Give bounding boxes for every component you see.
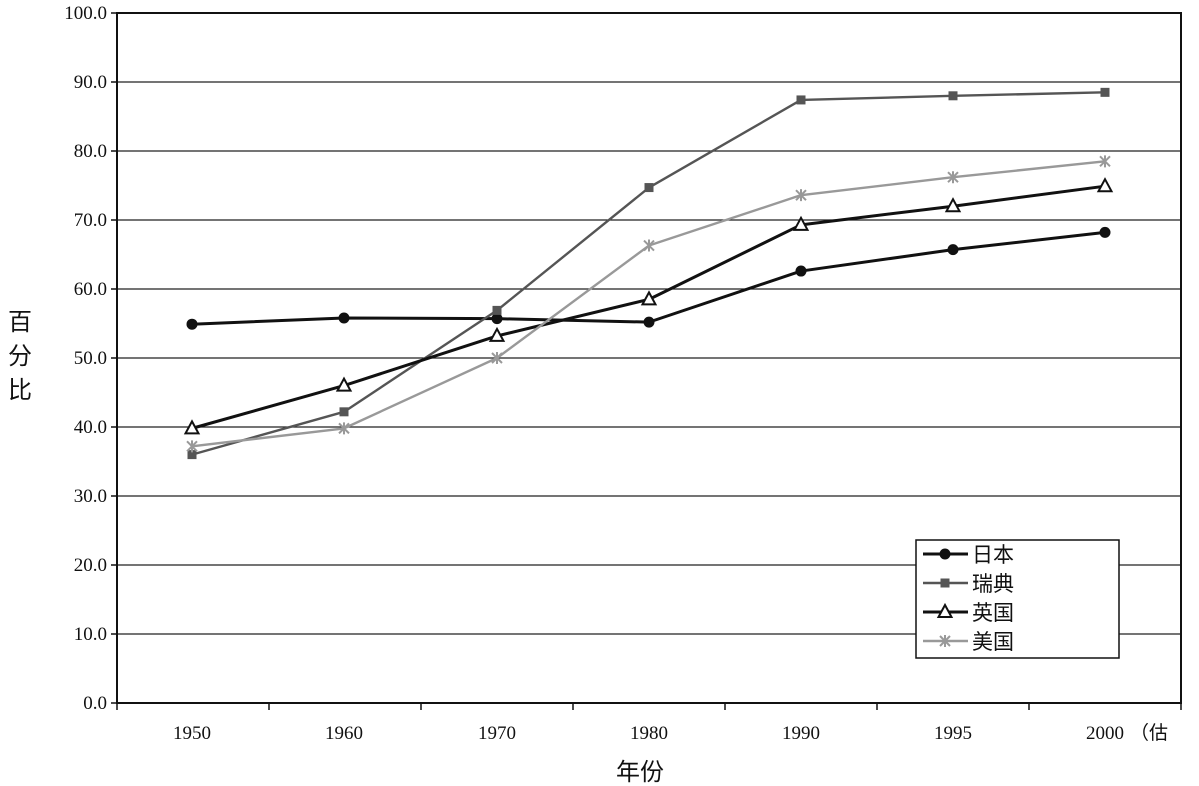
y-tick-label: 100.0 — [64, 3, 107, 24]
legend-label: 日本 — [972, 543, 1014, 567]
data-point — [492, 305, 502, 315]
data-point — [1099, 155, 1111, 168]
data-point — [491, 313, 503, 325]
data-point — [792, 215, 810, 231]
x-tick-label: 1980 — [630, 723, 668, 744]
legend-entry: 美国 — [923, 630, 1014, 654]
data-point — [491, 352, 503, 364]
y-tick-label: 60.0 — [74, 279, 107, 300]
data-point — [186, 440, 198, 453]
data-point — [338, 312, 350, 324]
y-tick-label: 80.0 — [74, 141, 107, 162]
data-point — [1096, 177, 1114, 193]
legend-marker — [936, 602, 954, 618]
data-point — [643, 239, 655, 252]
series-line — [191, 91, 1106, 456]
legend-box — [915, 539, 1120, 659]
series-layer — [183, 87, 1114, 460]
data-point — [187, 450, 197, 460]
y-tick-label: 0.0 — [83, 693, 107, 714]
y-tick-label: 50.0 — [74, 348, 107, 369]
legend-entry: 英国 — [923, 601, 1014, 625]
data-point — [186, 318, 198, 330]
x-tick-label: 1960 — [325, 723, 363, 744]
data-point — [338, 422, 350, 435]
data-point — [1099, 226, 1111, 238]
y-axis-ticks: 0.0 10.0 20.0 30.0 40.0 50.0 60.0 70.0 80.0 90.0 1… — [64, 3, 117, 714]
data-point — [640, 290, 658, 306]
x-axis-title: 年份 — [616, 758, 664, 786]
series-2 — [183, 177, 1114, 435]
y-tick-label: 40.0 — [74, 417, 107, 438]
y-tick-label: 20.0 — [74, 555, 107, 576]
data-point — [335, 376, 353, 392]
legend-marker — [939, 548, 951, 560]
data-point — [947, 171, 959, 184]
x-axis-suffix-label: （估 — [1130, 722, 1168, 744]
y-tick-label: 10.0 — [74, 624, 107, 645]
legend-label: 美国 — [972, 630, 1014, 654]
x-tick-label: 2000 — [1086, 723, 1124, 744]
series-0 — [186, 226, 1111, 330]
data-point — [1100, 87, 1110, 97]
y-tick-label: 90.0 — [74, 72, 107, 93]
data-point — [183, 419, 201, 435]
series-3 — [186, 155, 1111, 453]
x-tick-label: 1995 — [934, 723, 972, 744]
data-point — [944, 197, 962, 213]
y-tick-label: 70.0 — [74, 210, 107, 231]
x-axis-ticks: 1950 1960 1970 1980 1990 1995 2000 — [116, 703, 1182, 744]
x-tick-label: 1970 — [478, 723, 516, 744]
legend-label: 英国 — [972, 601, 1014, 625]
series-line — [191, 184, 1106, 430]
data-point — [795, 265, 807, 277]
legend-entry: 瑞典 — [923, 572, 1014, 596]
series-1 — [187, 87, 1110, 460]
data-point — [947, 244, 959, 256]
data-point — [796, 95, 806, 105]
data-point — [488, 326, 506, 342]
y-axis-title: 百分比 — [8, 308, 32, 404]
data-point — [643, 316, 655, 328]
x-tick-label: 1950 — [173, 723, 211, 744]
legend-marker — [939, 635, 951, 647]
y-tick-label: 30.0 — [74, 486, 107, 507]
x-tick-label: 1990 — [782, 723, 820, 744]
data-point — [795, 189, 807, 202]
legend-label: 瑞典 — [972, 572, 1014, 596]
data-point — [948, 91, 958, 101]
legend-entry: 日本 — [923, 543, 1014, 567]
legend-marker — [940, 578, 950, 588]
data-point — [644, 183, 654, 193]
data-point — [339, 407, 349, 417]
